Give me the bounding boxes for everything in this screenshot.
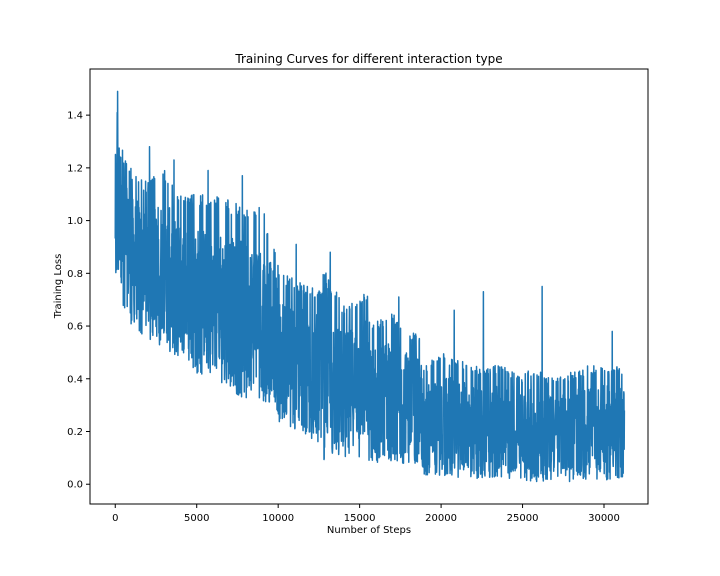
x-tick-label: 15000 [344,513,376,524]
x-tick-label: 5000 [184,513,209,524]
x-axis-label: Number of Steps [327,525,411,536]
y-tick-label: 1.4 [67,111,83,122]
y-tick-label: 1.2 [67,163,83,174]
y-tick-label: 0.8 [67,269,83,280]
y-tick-label: 0.2 [67,427,83,438]
x-tick-label: 30000 [588,513,620,524]
y-tick-label: 0.6 [67,322,83,333]
x-tick-label: 10000 [262,513,294,524]
plot-frame [89,68,649,505]
chart-title: Training Curves for different interactio… [234,52,502,66]
x-tick-label: 0 [112,513,118,524]
x-tick-label: 25000 [507,513,539,524]
training-loss-line [114,90,626,483]
y-tick-label: 1.0 [67,216,83,227]
y-tick-label: 0.4 [67,374,83,385]
x-tick-label: 20000 [425,513,457,524]
y-tick-label: 0.0 [67,480,83,491]
y-axis-label: Training Loss [53,254,64,320]
